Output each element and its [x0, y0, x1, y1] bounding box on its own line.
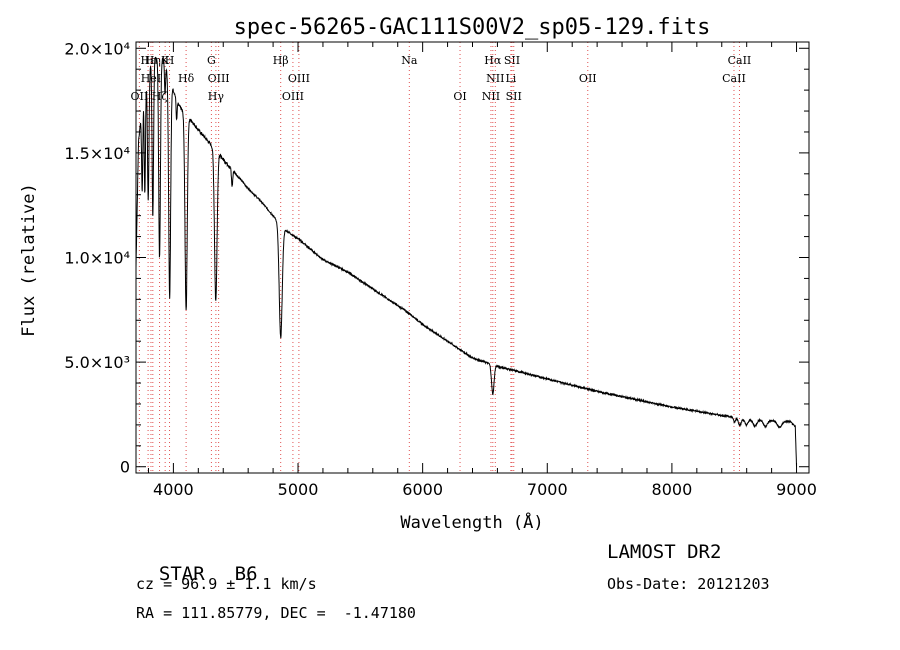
- line-marker-label: Hβ: [273, 54, 289, 67]
- line-marker-label: OI: [453, 90, 466, 103]
- redshift-velocity: cz = 96.9 ± 1.1 km/s: [136, 575, 317, 593]
- line-marker-label: CaII: [722, 72, 746, 85]
- line-marker-label: OIII: [208, 72, 230, 85]
- line-marker-label: OII: [131, 90, 149, 103]
- axis-ticks: 4000 5000 6000 7000 8000 9000 0 5.0×10³ 1.0×10⁴ 1…: [64, 39, 817, 499]
- line-marker-label: OII: [579, 72, 597, 85]
- spectral-subclass: B6: [234, 563, 258, 585]
- line-marker-label: Hζ: [152, 90, 168, 103]
- x-tick-label: 7000: [527, 480, 568, 499]
- line-marker-label: Hδ: [178, 72, 195, 85]
- spectrum-chart: spec-56265-GAC111S00V2_sp05-129.fits Wav…: [19, 15, 817, 533]
- y-axis-label: Flux (relative): [19, 183, 39, 337]
- line-marker-label: NII: [482, 90, 500, 103]
- line-marker-label: OIII: [288, 72, 310, 85]
- line-marker-label: OIII: [282, 90, 304, 103]
- line-marker-label: CaII: [728, 54, 752, 67]
- line-marker-label: SII: [504, 54, 520, 67]
- plot-frame: [135, 41, 810, 474]
- line-marker-label: Hε: [140, 54, 156, 67]
- line-marker-label: SII: [506, 90, 522, 103]
- y-tick-label: 2.0×10⁴: [64, 39, 130, 58]
- coordinates: RA = 111.85779, DEC = -1.47180: [136, 604, 416, 622]
- x-tick-label: 5000: [278, 480, 319, 499]
- x-tick-label: 8000: [652, 480, 693, 499]
- line-marker-label: Na: [401, 54, 418, 67]
- x-axis-label: Wavelength (Å): [400, 511, 543, 533]
- spectrum-plot: [135, 55, 797, 467]
- y-tick-label: 5.0×10³: [64, 353, 130, 372]
- spectrum-line: [135, 55, 797, 467]
- line-marker-label: H: [165, 54, 175, 67]
- line-marker-label: K: [161, 54, 170, 67]
- line-marker-label: NII: [486, 72, 504, 85]
- line-marker-label: Hα: [484, 54, 502, 67]
- object-type: STAR: [158, 563, 205, 585]
- line-marker-label: Hη: [145, 54, 161, 67]
- chart-title: spec-56265-GAC111S00V2_sp05-129.fits: [234, 15, 711, 40]
- survey-name: LAMOST DR2: [607, 541, 722, 563]
- x-tick-label: 4000: [153, 480, 194, 499]
- y-tick-label: 1.0×10⁴: [64, 249, 130, 268]
- y-tick-label: 1.5×10⁴: [64, 144, 130, 163]
- x-tick-label: 6000: [402, 480, 443, 499]
- line-marker-label: Li: [505, 72, 516, 85]
- y-tick-label: 0: [120, 458, 130, 477]
- line-marker-label: G: [207, 54, 216, 67]
- line-marker-label: Hγ: [208, 90, 225, 103]
- x-tick-label: 9000: [776, 480, 817, 499]
- observation-date: Obs-Date: 20121203: [607, 575, 770, 593]
